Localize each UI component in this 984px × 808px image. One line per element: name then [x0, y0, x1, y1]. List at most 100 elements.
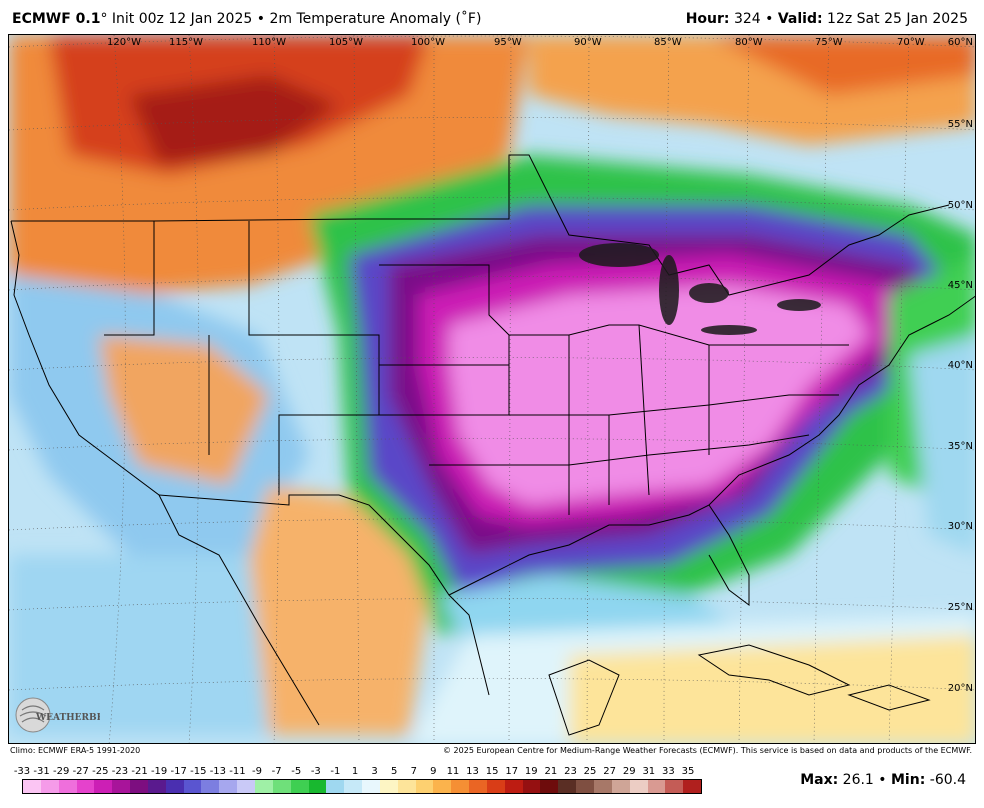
scale-swatch	[504, 780, 523, 793]
max-min-separator: •	[878, 772, 887, 788]
lon-label: 80°W	[735, 37, 763, 48]
scale-label: 11	[446, 766, 460, 777]
scale-label: -5	[291, 766, 302, 777]
scale-swatch	[219, 780, 238, 793]
scale-swatch	[201, 780, 220, 793]
scale-swatch	[665, 780, 684, 793]
caribbean-islands	[548, 644, 931, 736]
anomaly-field	[9, 35, 975, 743]
scale-swatch	[433, 780, 452, 793]
map-title: ECMWF 0.1° Init 00z 12 Jan 2025 • 2m Tem…	[12, 11, 481, 27]
scale-swatch	[130, 780, 148, 793]
scale-swatch	[308, 780, 327, 793]
lat-label: 20°N	[948, 683, 973, 694]
scale-label: -17	[170, 766, 187, 777]
lat-label: 35°N	[948, 441, 973, 452]
lon-label: 100°W	[411, 37, 445, 48]
lat-label: 30°N	[948, 521, 973, 532]
scale-swatch	[272, 780, 291, 793]
lat-label: 25°N	[948, 602, 973, 613]
lat-label: 55°N	[948, 119, 973, 130]
scale-label: 13	[466, 766, 479, 777]
lon-label: 95°W	[494, 37, 522, 48]
scale-swatch	[415, 780, 434, 793]
scale-label: 9	[430, 766, 437, 777]
scale-swatch	[522, 780, 541, 793]
scale-swatch	[540, 780, 559, 793]
map-canvas: 120°W 115°W 110°W 105°W 100°W 95°W 90°W …	[9, 35, 975, 743]
longitude-labels: 120°W 115°W 110°W 105°W 100°W 95°W 90°W …	[107, 37, 925, 48]
scale-label: 3	[371, 766, 378, 777]
scale-swatch	[683, 780, 702, 793]
scale-swatch	[165, 780, 184, 793]
scale-swatch	[76, 780, 95, 793]
scale-label: -31	[33, 766, 50, 777]
lat-label: 50°N	[948, 200, 973, 211]
temperature-anomaly-map[interactable]: 120°W 115°W 110°W 105°W 100°W 95°W 90°W …	[8, 34, 976, 744]
scale-swatch	[379, 780, 398, 793]
copyright-note: © 2025 European Centre for Medium-Range …	[443, 746, 972, 755]
valid-value: 12z Sat 25 Jan 2025	[827, 11, 968, 27]
time-separator: •	[765, 11, 774, 27]
scale-label: -15	[190, 766, 207, 777]
lon-label: 75°W	[815, 37, 843, 48]
scale-swatch	[112, 780, 131, 793]
max-value: 26.1	[842, 772, 874, 788]
min-label: Min	[891, 772, 920, 788]
scale-label: 25	[583, 766, 597, 777]
product-name: 2m Temperature Anomaly (˚F)	[269, 11, 482, 27]
scale-swatch	[326, 780, 345, 793]
scale-swatch	[629, 780, 648, 793]
scale-swatch	[397, 780, 416, 793]
degree-symbol: °	[100, 11, 108, 27]
scale-label: 33	[662, 766, 675, 777]
scale-label: 35	[681, 766, 695, 777]
scale-label: -9	[252, 766, 263, 777]
latitude-labels: 60°N 55°N 50°N 45°N 40°N 35°N 30°N 25°N …	[948, 37, 973, 694]
scale-swatch	[147, 780, 166, 793]
svg-text:WEATHERBELL: WEATHERBELL	[35, 713, 100, 723]
scale-swatch	[558, 780, 577, 793]
valid-label: Valid:	[777, 11, 823, 27]
scale-label: -21	[131, 766, 148, 777]
lon-label: 120°W	[107, 37, 141, 48]
scale-swatch	[362, 780, 380, 793]
hour-value: 324	[733, 11, 761, 27]
scale-label: -13	[209, 766, 227, 777]
max-label: Max:	[800, 772, 839, 788]
model-name: ECMWF 0.1	[12, 11, 101, 27]
title-separator: •	[256, 11, 265, 27]
scale-label: 5	[390, 766, 398, 777]
color-scale-labels: -33 -31 -29 -27 -25 -23 -21 -19 -17 -15 -13 -11 -9 -7…	[14, 766, 704, 778]
scale-swatch	[594, 780, 612, 793]
lat-label: 45°N	[948, 280, 973, 291]
lon-label: 115°W	[169, 37, 203, 48]
scale-swatch	[469, 780, 487, 793]
scale-label: -11	[229, 766, 246, 777]
lon-label: 110°W	[252, 37, 286, 48]
scale-label: 15	[485, 766, 499, 777]
scale-swatch	[94, 780, 113, 793]
map-header: ECMWF 0.1° Init 00z 12 Jan 2025 • 2m Tem…	[0, 0, 984, 34]
scale-label: -19	[150, 766, 168, 777]
scale-label: 1	[351, 766, 359, 777]
scale-label: 17	[505, 766, 519, 777]
scale-swatch	[576, 780, 594, 793]
scale-label: -27	[72, 766, 89, 777]
scale-label: -7	[271, 766, 282, 777]
scale-label: -23	[111, 766, 129, 777]
graticule	[9, 35, 975, 743]
scale-label: 29	[622, 766, 636, 777]
max-min-readout: Max: 26.1 • Min: -60.4	[800, 772, 966, 788]
scale-label: -33	[13, 766, 31, 777]
scale-label: -1	[330, 766, 341, 777]
scale-label: 23	[564, 766, 577, 777]
climo-note: Climo: ECMWF ERA-5 1991-2020	[10, 746, 141, 755]
scale-swatch	[647, 780, 666, 793]
scale-swatch	[451, 780, 470, 793]
lat-label: 60°N	[948, 37, 973, 48]
color-scale-bar	[22, 779, 702, 794]
scale-label: 7	[410, 766, 417, 777]
scale-swatch	[58, 780, 77, 793]
scale-label: -3	[310, 766, 321, 777]
